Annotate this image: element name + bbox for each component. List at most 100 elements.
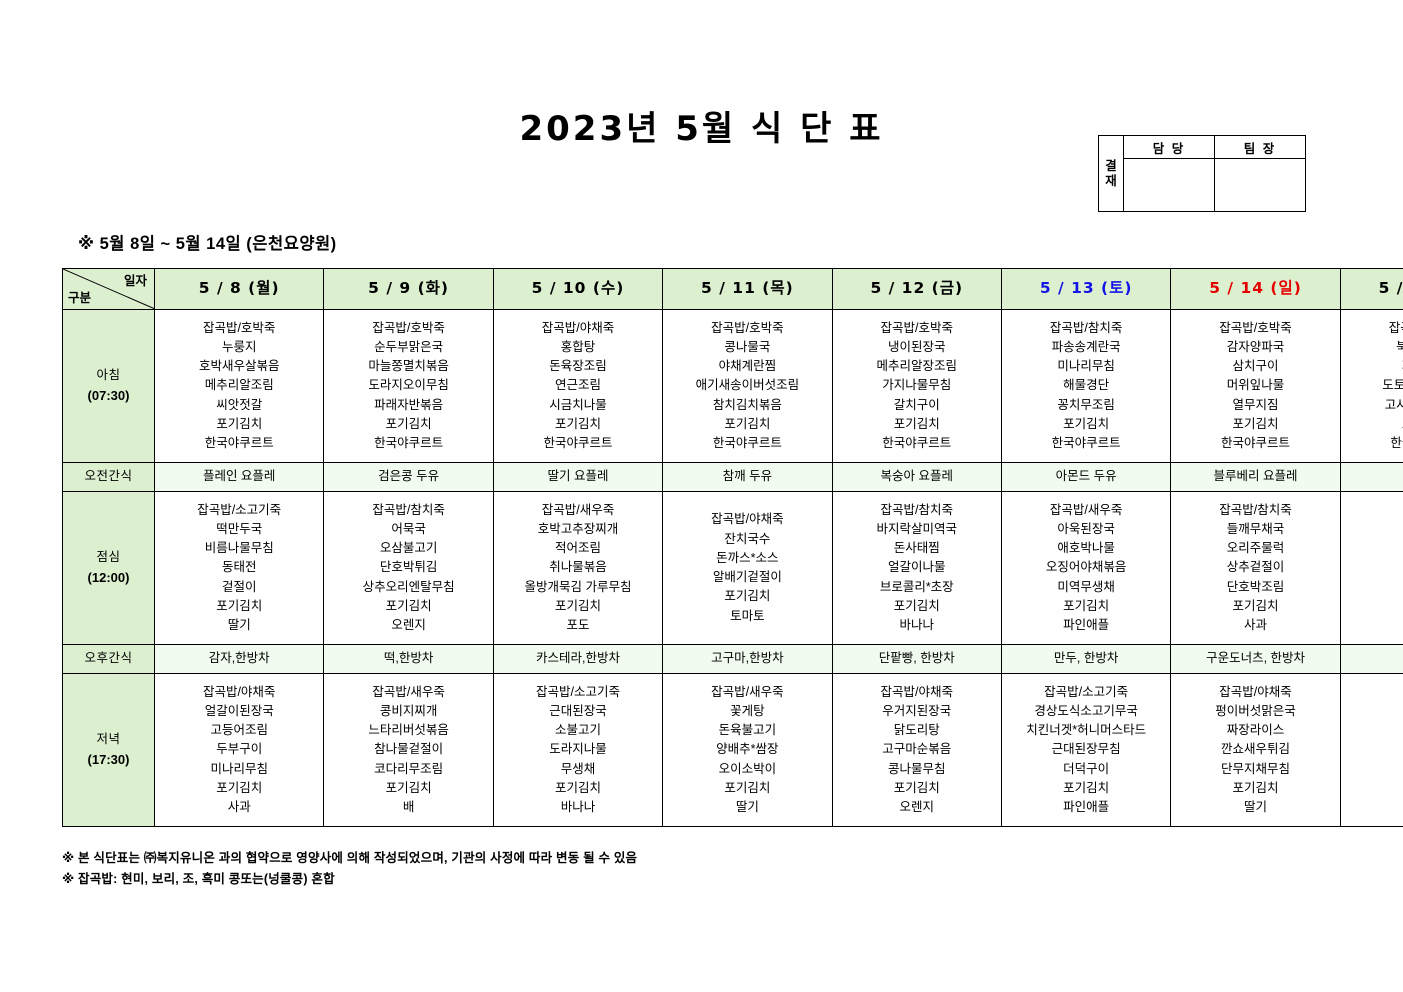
dish-item: 참치김치볶음 <box>712 397 782 412</box>
dish-item: 잡곡밥/소고기죽 <box>197 502 282 517</box>
dish-item: 홍합탕 <box>560 339 596 354</box>
dish-item: 알배기겉절이 <box>712 570 782 584</box>
dish-item: 잡곡밥/새우죽 <box>1049 502 1123 517</box>
dish-item: 잡곡밥/참치죽 <box>1049 320 1123 335</box>
dish-item: 포기김치 <box>1063 416 1110 431</box>
meal-cell-1-6: 잡곡밥/참치죽 파송송계란국 미나리무침 해물경단 꽁치무조림 포기김치 한국야쿠르트 <box>1000 309 1172 463</box>
snack-cell-2-8 <box>1339 462 1403 492</box>
dish-item: 바지락살미역국 <box>876 521 958 536</box>
dish-item: 소불고기 <box>554 723 601 738</box>
meal-cell-5-3: 잡곡밥/소고기죽 근대된장국 소불고기 도라지나물 무생채 포기김치 바나나 <box>492 673 664 827</box>
day-header-7: 5 / 14 (일) <box>1170 268 1341 310</box>
dish-item: 꽃게탕 <box>730 703 765 718</box>
dish-item: 잡곡밥/야채죽 <box>880 684 953 699</box>
dish-item: 콩비지찌개 <box>379 703 438 718</box>
meal-cell-3-5: 잡곡밥/참치죽 바지락살미역국 돈사태찜 얼갈이나물 브로콜리*초장 포기김치 바나나 <box>831 491 1002 645</box>
dish-item: 잡곡밥/호박죽 <box>1219 320 1292 335</box>
meal-row: 점심 (12:00) 잡곡밥/소고기죽 떡만두국 비름나물무침 동태전 겉절이 포기김치 딸기 잡… <box>62 491 1403 645</box>
dish-item: 냉이된장국 <box>888 339 946 354</box>
dish-item: 근대된장국 <box>549 703 607 718</box>
snack-row: 오후간식 감자,한방차 떡,한방차 카스테라,한방차 고구마,한방차 단팥빵, 한방차 만두… <box>62 644 1403 674</box>
dish-item: 잡곡밥/야채죽 <box>202 684 276 699</box>
dish-item: 딸기 요플레 <box>547 469 609 484</box>
dish-item: 포기김치 <box>554 598 601 613</box>
dish-item: 참깨 두유 <box>722 469 773 484</box>
dish-item: 카스테라,한방차 <box>535 651 620 666</box>
dish-item: 감자양파국 <box>1226 339 1285 354</box>
dish-item: 단호박조림 <box>1226 579 1285 594</box>
day-header-6: 5 / 13 (토) <box>1000 268 1172 310</box>
date-range-subtitle: ※ 5월 8일 ~ 5월 14일 (은천요양원) <box>78 235 337 253</box>
dish-item: 포기김치 <box>724 416 771 431</box>
dish-item: 잡곡밥/호박죽 <box>1388 320 1403 335</box>
dish-item: 마늘쫑멸치볶음 <box>368 359 449 374</box>
dish-item: 잡곡밥/호박죽 <box>711 320 784 335</box>
page-title: 2023년 5월 식 단 표 <box>519 108 884 149</box>
dish-item: 한국야쿠르트 <box>712 436 782 451</box>
dish-item: 연근조림 <box>554 378 601 393</box>
dish-item: 오이소박이 <box>718 761 777 776</box>
row-label-name: 점심 <box>96 550 121 565</box>
dish-item: 깐쇼새우튀김 <box>1221 742 1291 757</box>
snack-cell-2-4: 참깨 두유 <box>662 462 833 492</box>
meal-cell-1-8: 잡곡밥/호박죽북어채무국자반구이도토리묵*양념장고사리들깨볶음포기김치한국야쿠르… <box>1339 309 1403 463</box>
dish-item: 두부구이 <box>216 742 263 757</box>
snack-cell-4-7: 구운도너츠, 한방차 <box>1170 644 1341 674</box>
meal-cell-1-2: 잡곡밥/호박죽 순두부맑은국 마늘쫑멸치볶음 도라지오이무침 파래자반볶음 포기김치 한국야… <box>323 309 494 463</box>
dish-item: 미나리무침 <box>1057 359 1115 374</box>
dish-item: 해물경단 <box>1063 378 1110 393</box>
row-label-아침: 아침 (07:30) <box>62 309 155 463</box>
dish-item: 오리주물럭 <box>1226 541 1285 556</box>
meal-cell-3-1: 잡곡밥/소고기죽 떡만두국 비름나물무침 동태전 겉절이 포기김치 딸기 <box>153 491 325 645</box>
dish-item: 오렌지 <box>899 800 935 815</box>
dish-item: 포기김치 <box>724 589 771 604</box>
dish-item: 더덕구이 <box>1063 761 1110 776</box>
day-header-3: 5 / 10 (수) <box>492 268 664 310</box>
dish-item: 콩나물국 <box>724 339 771 354</box>
meal-cell-3-4: 잡곡밥/야채죽 잔치국수 돈까스*소스 알배기겉절이 포기김치 토마토 <box>662 491 833 645</box>
dish-item: 포기김치 <box>1063 780 1110 795</box>
snack-cell-4-1: 감자,한방차 <box>153 644 325 674</box>
dish-item: 오징어야채볶음 <box>1045 560 1127 575</box>
dish-item: 잡곡밥/호박죽 <box>372 320 445 335</box>
dish-item: 펑이버섯맑은국 <box>1215 703 1296 718</box>
dish-item: 브로콜리*초장 <box>879 579 954 594</box>
meal-cell-5-7: 잡곡밥/야채죽 펑이버섯맑은국 짜장라이스 깐쇼새우튀김 단무지채무침 포기김치 딸기 <box>1170 673 1341 827</box>
dish-item: 돈사태찜 <box>893 541 940 556</box>
dish-item: 메추리알장조림 <box>876 359 958 374</box>
dish-item: 느타리버섯볶음 <box>368 723 449 738</box>
dish-item: 잡곡밥/참치죽 <box>880 502 953 517</box>
dish-item: 포기김치 <box>893 780 940 795</box>
dish-item: 떡,한방차 <box>383 651 434 666</box>
snack-row: 오전간식 플레인 요플레 검은콩 두유 딸기 요플레 참깨 두유 복숭아 요플레 아몬드 두… <box>62 462 1403 492</box>
dish-item: 얼갈이된장국 <box>204 703 274 718</box>
dish-item: 가지나물무침 <box>882 378 952 393</box>
dish-item: 애호박나물 <box>1057 541 1115 556</box>
corner-label-category: 구분 <box>68 289 92 305</box>
table-corner-header: 일자 구분 <box>62 268 155 310</box>
approval-signature-staff[interactable] <box>1123 158 1215 212</box>
meal-cell-5-4: 잡곡밥/새우죽 꽃게탕 돈육불고기 양배추*쌈장 오이소박이 포기김치 딸기 <box>662 673 833 827</box>
dish-item: 포기김치 <box>1232 598 1279 613</box>
meal-cell-1-3: 잡곡밥/야채죽 홍합탕 돈육장조림 연근조림 시금치나물 포기김치 한국야쿠르트 <box>492 309 664 463</box>
dish-item: 오렌지 <box>391 618 426 633</box>
dish-item: 잡곡밥/야채죽 <box>541 320 615 335</box>
dish-item: 포기김치 <box>216 780 263 795</box>
meal-cell-5-8 <box>1339 673 1403 827</box>
dish-item: 사과 <box>1244 618 1268 633</box>
dish-item: 딸기 <box>1244 800 1268 815</box>
approval-signature-teamlead[interactable] <box>1214 158 1306 212</box>
dish-item: 고구마,한방차 <box>711 651 784 666</box>
dish-item: 잡곡밥/참치죽 <box>372 502 445 517</box>
dish-item: 적어조림 <box>554 541 601 556</box>
dish-item: 포기김치 <box>385 416 432 431</box>
dish-item: 돈육장조림 <box>549 359 607 374</box>
meal-cell-5-2: 잡곡밥/새우죽 콩비지찌개 느타리버섯볶음 참나물겉절이 코다리무조림 포기김치 배 <box>323 673 494 827</box>
dish-item: 겉절이 <box>221 579 257 594</box>
dish-item: 딸기 <box>227 618 251 633</box>
dish-item: 잡곡밥/소고기죽 <box>535 684 620 699</box>
footnotes: ※ 본 식단표는 ㈜복지유니온 과의 협약으로 영양사에 의해 작성되었으며, … <box>62 848 637 889</box>
approval-col-header-staff: 담 당 <box>1123 135 1215 159</box>
